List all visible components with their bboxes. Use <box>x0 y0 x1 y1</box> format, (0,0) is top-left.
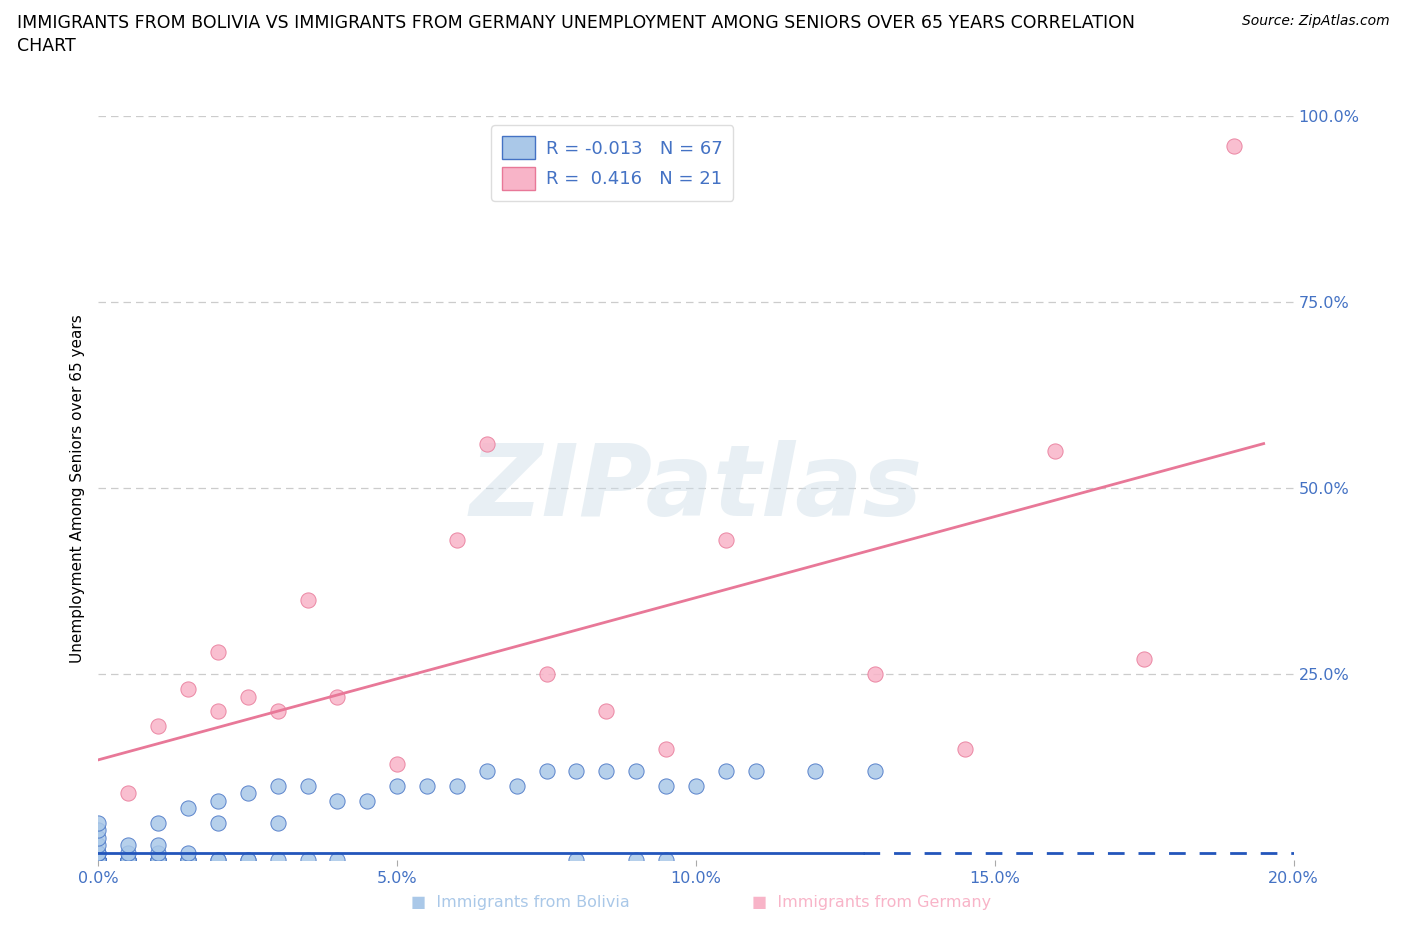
Point <box>87 853 110 868</box>
Point <box>536 764 558 778</box>
Point <box>655 778 678 793</box>
Point <box>148 853 170 868</box>
Point <box>446 778 468 793</box>
Point <box>506 778 529 793</box>
Point <box>117 853 139 868</box>
Point <box>87 845 110 860</box>
Point <box>865 667 887 682</box>
Point <box>87 853 110 868</box>
Point <box>385 778 409 793</box>
Point <box>207 853 229 868</box>
Point <box>267 778 290 793</box>
Point <box>148 719 170 734</box>
Point <box>87 838 110 853</box>
Point <box>177 801 200 816</box>
Point <box>177 853 200 868</box>
Point <box>595 764 617 778</box>
Point <box>475 764 498 778</box>
Point <box>207 644 229 659</box>
Point <box>87 845 110 860</box>
Point <box>626 764 648 778</box>
Point <box>385 756 409 771</box>
Point <box>87 853 110 868</box>
Point <box>655 741 678 756</box>
Point <box>207 704 229 719</box>
Text: IMMIGRANTS FROM BOLIVIA VS IMMIGRANTS FROM GERMANY UNEMPLOYMENT AMONG SENIORS OV: IMMIGRANTS FROM BOLIVIA VS IMMIGRANTS FR… <box>17 14 1135 32</box>
Point <box>177 853 200 868</box>
Point <box>565 764 588 778</box>
Point <box>1133 652 1156 667</box>
Point <box>953 741 976 756</box>
Point <box>595 704 617 719</box>
Point <box>267 704 290 719</box>
Text: CHART: CHART <box>17 37 76 55</box>
Point <box>117 853 139 868</box>
Point <box>87 823 110 838</box>
Point <box>177 682 200 697</box>
Point <box>148 838 170 853</box>
Legend: R = -0.013   N = 67, R =  0.416   N = 21: R = -0.013 N = 67, R = 0.416 N = 21 <box>492 126 733 201</box>
Point <box>177 845 200 860</box>
Text: Source: ZipAtlas.com: Source: ZipAtlas.com <box>1241 14 1389 28</box>
Point <box>685 778 707 793</box>
Point <box>87 853 110 868</box>
Y-axis label: Unemployment Among Seniors over 65 years: Unemployment Among Seniors over 65 years <box>70 314 86 663</box>
Point <box>655 853 678 868</box>
Point <box>117 845 139 860</box>
Point <box>87 853 110 868</box>
Point <box>148 853 170 868</box>
Point <box>297 853 319 868</box>
Text: ■  Immigrants from Germany: ■ Immigrants from Germany <box>752 895 991 910</box>
Text: ■  Immigrants from Bolivia: ■ Immigrants from Bolivia <box>411 895 630 910</box>
Point <box>326 793 349 808</box>
Point <box>236 786 259 801</box>
Point <box>865 764 887 778</box>
Point <box>267 816 290 830</box>
Point <box>148 853 170 868</box>
Point <box>87 853 110 868</box>
Point <box>745 764 768 778</box>
Point <box>626 853 648 868</box>
Point <box>117 853 139 868</box>
Point <box>117 786 139 801</box>
Point <box>87 853 110 868</box>
Point <box>1223 139 1246 153</box>
Point <box>236 853 259 868</box>
Point <box>117 853 139 868</box>
Point <box>177 853 200 868</box>
Point <box>536 667 558 682</box>
Point <box>236 689 259 704</box>
Point <box>267 853 290 868</box>
Point <box>117 853 139 868</box>
Text: ZIPatlas: ZIPatlas <box>470 440 922 537</box>
Point <box>117 838 139 853</box>
Point <box>148 816 170 830</box>
Point <box>416 778 439 793</box>
Point <box>87 853 110 868</box>
Point <box>207 793 229 808</box>
Point <box>326 689 349 704</box>
Point <box>714 764 737 778</box>
Point <box>326 853 349 868</box>
Point <box>356 793 378 808</box>
Point <box>87 816 110 830</box>
Point <box>1043 444 1066 458</box>
Point <box>236 853 259 868</box>
Point <box>446 533 468 548</box>
Point <box>87 830 110 845</box>
Point <box>297 778 319 793</box>
Point <box>297 592 319 607</box>
Point <box>148 853 170 868</box>
Point <box>714 533 737 548</box>
Point <box>207 853 229 868</box>
Point <box>804 764 827 778</box>
Point <box>565 853 588 868</box>
Point <box>475 436 498 451</box>
Point <box>87 853 110 868</box>
Point <box>148 845 170 860</box>
Point <box>207 816 229 830</box>
